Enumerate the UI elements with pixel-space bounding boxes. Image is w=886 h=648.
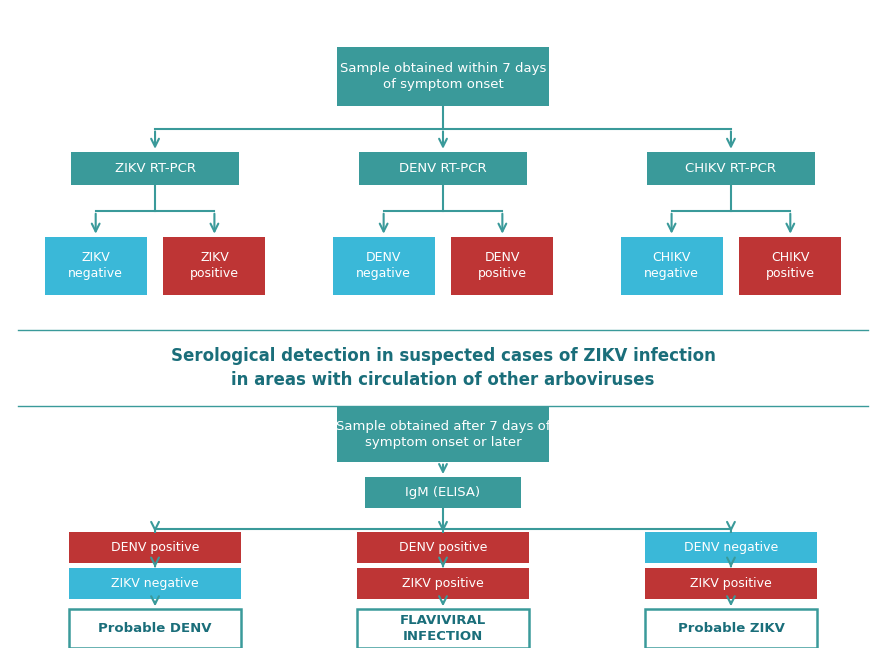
FancyBboxPatch shape bbox=[163, 237, 265, 295]
FancyBboxPatch shape bbox=[68, 532, 241, 563]
FancyBboxPatch shape bbox=[739, 237, 842, 295]
Text: DENV
negative: DENV negative bbox=[356, 251, 411, 280]
Text: DENV positive: DENV positive bbox=[399, 541, 487, 554]
FancyBboxPatch shape bbox=[356, 568, 529, 599]
Text: CHIKV
negative: CHIKV negative bbox=[644, 251, 699, 280]
Text: ZIKV positive: ZIKV positive bbox=[402, 577, 484, 590]
Text: CHIKV RT-PCR: CHIKV RT-PCR bbox=[686, 162, 776, 175]
Text: DENV negative: DENV negative bbox=[684, 541, 778, 554]
FancyBboxPatch shape bbox=[337, 47, 549, 106]
Text: ZIKV
positive: ZIKV positive bbox=[190, 251, 239, 280]
Text: DENV
positive: DENV positive bbox=[478, 251, 527, 280]
FancyBboxPatch shape bbox=[359, 152, 527, 185]
Text: FLAVIVIRAL
INFECTION: FLAVIVIRAL INFECTION bbox=[400, 614, 486, 643]
FancyBboxPatch shape bbox=[620, 237, 723, 295]
Text: Sample obtained after 7 days of
symptom onset or later: Sample obtained after 7 days of symptom … bbox=[336, 420, 550, 448]
FancyBboxPatch shape bbox=[644, 532, 817, 563]
Text: IgM (ELISA): IgM (ELISA) bbox=[406, 486, 480, 499]
Text: Probable ZIKV: Probable ZIKV bbox=[678, 622, 784, 635]
FancyBboxPatch shape bbox=[71, 152, 239, 185]
FancyBboxPatch shape bbox=[647, 152, 815, 185]
Text: ZIKV negative: ZIKV negative bbox=[112, 577, 198, 590]
FancyBboxPatch shape bbox=[451, 237, 553, 295]
FancyBboxPatch shape bbox=[356, 609, 529, 648]
Text: ZIKV RT-PCR: ZIKV RT-PCR bbox=[114, 162, 196, 175]
Text: DENV positive: DENV positive bbox=[111, 541, 199, 554]
FancyBboxPatch shape bbox=[44, 237, 147, 295]
Text: DENV RT-PCR: DENV RT-PCR bbox=[400, 162, 486, 175]
FancyBboxPatch shape bbox=[337, 407, 549, 461]
Text: Serological detection in suspected cases of ZIKV infection
in areas with circula: Serological detection in suspected cases… bbox=[171, 347, 715, 389]
FancyBboxPatch shape bbox=[644, 609, 817, 648]
Text: Probable DENV: Probable DENV bbox=[98, 622, 212, 635]
FancyBboxPatch shape bbox=[332, 237, 434, 295]
FancyBboxPatch shape bbox=[365, 477, 520, 508]
Text: Sample obtained within 7 days
of symptom onset: Sample obtained within 7 days of symptom… bbox=[340, 62, 546, 91]
Text: CHIKV
positive: CHIKV positive bbox=[766, 251, 815, 280]
FancyBboxPatch shape bbox=[356, 532, 529, 563]
Text: ZIKV positive: ZIKV positive bbox=[690, 577, 772, 590]
Text: ZIKV
negative: ZIKV negative bbox=[68, 251, 123, 280]
FancyBboxPatch shape bbox=[68, 568, 241, 599]
FancyBboxPatch shape bbox=[644, 568, 817, 599]
FancyBboxPatch shape bbox=[68, 609, 241, 648]
